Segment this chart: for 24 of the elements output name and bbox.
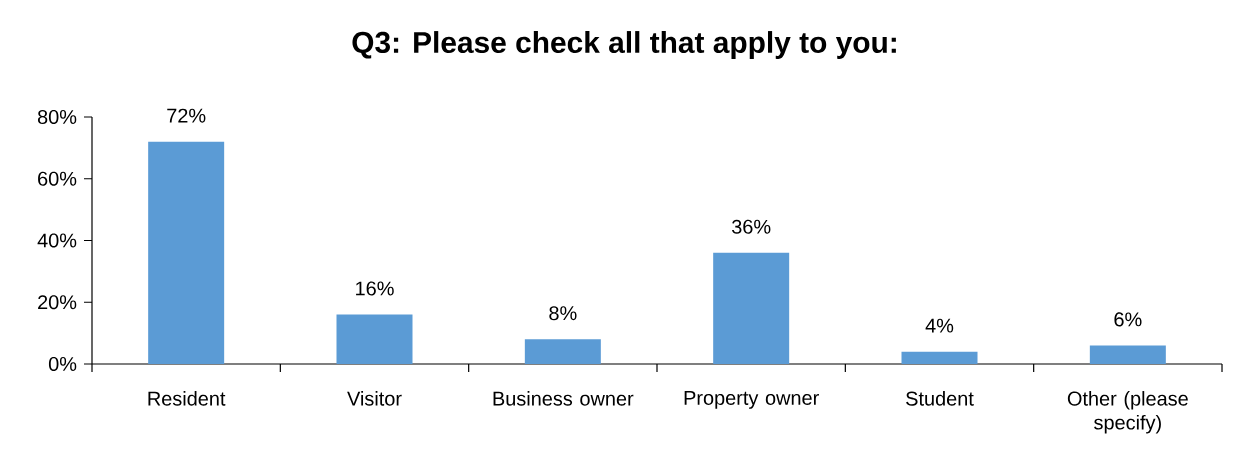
y-tick-label: 40%	[37, 233, 77, 248]
y-tick-label: 20%	[38, 295, 77, 310]
x-tick-label: Property owner	[684, 391, 819, 409]
x-tick-label: Visitor	[347, 391, 402, 406]
bar	[336, 314, 413, 364]
data-label: 72%	[167, 108, 206, 123]
bar	[713, 252, 790, 364]
x-tick-label: Resident	[148, 391, 226, 406]
y-tick-label: 0%	[48, 356, 77, 372]
bar	[901, 351, 978, 364]
data-label: 4%	[925, 318, 954, 333]
data-label: 8%	[549, 306, 577, 321]
x-tick-label: Other (please specify)	[1067, 391, 1188, 434]
data-label: 6%	[1114, 312, 1142, 327]
y-tick-label: 60%	[38, 171, 77, 186]
bar	[524, 339, 601, 364]
chart-title: Q3: Please check all that apply to you:	[352, 31, 896, 59]
x-tick-label: Business owner	[493, 391, 634, 406]
bar	[148, 141, 225, 364]
y-tick-label: 80%	[37, 109, 77, 125]
data-label: 36%	[731, 219, 771, 234]
data-label: 16%	[356, 281, 394, 296]
x-tick-label: Student	[906, 391, 974, 406]
bar	[1089, 345, 1166, 364]
